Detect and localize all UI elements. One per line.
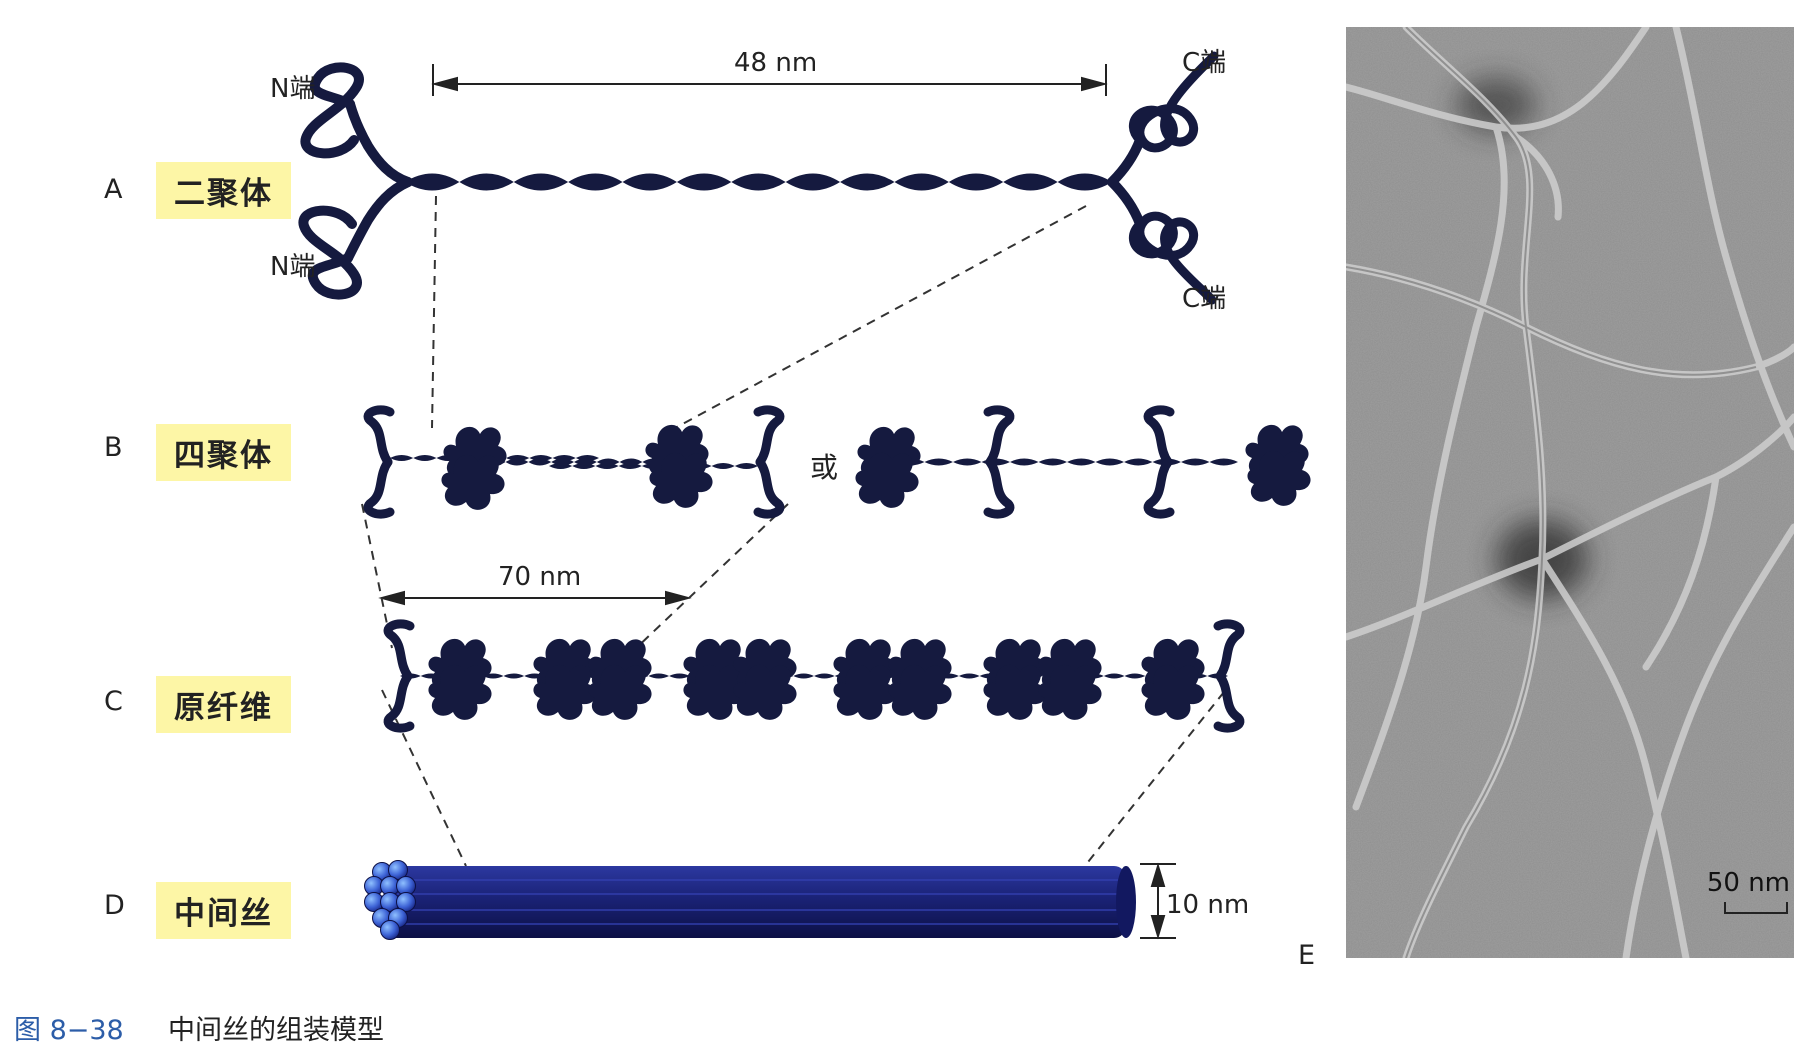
protofilament-cluster-bottom-5 (733, 664, 797, 720)
tetramer-2-tail-cluster-left-2 (855, 452, 919, 508)
tetramer-2-rod-core (896, 458, 1238, 466)
protofilament-length-label: 70 nm (498, 562, 582, 592)
tetramer-model-1 (363, 405, 785, 519)
protofilament-cluster-bottom-9 (1038, 664, 1102, 720)
c-terminal-tail-top (1129, 51, 1219, 153)
tetramer-1-tail-cluster-4 (649, 452, 713, 508)
protofilament-rod (400, 673, 1228, 679)
protofilament-cluster-bottom-3 (588, 664, 652, 720)
dimer-model (298, 51, 1219, 305)
tetramer-2-head-left-upper (983, 405, 1015, 467)
protofilament-model (383, 619, 1245, 733)
figure-title: 中间丝的组装模型 (168, 1015, 384, 1046)
tetramer-1-head-right-upper (753, 405, 785, 467)
protofilament-cluster-bottom-8 (983, 664, 1047, 720)
filament-body (384, 866, 1126, 938)
n-terminal-arm-bottom (343, 177, 413, 263)
tetramer-2-head-right-upper (1143, 405, 1175, 467)
protofilament-head-left-upper (383, 619, 415, 681)
protofilament-cluster-bottom-6 (833, 664, 897, 720)
dimer-length-label: 48 nm (734, 48, 818, 78)
protofilament-length-arrow (378, 590, 692, 606)
protofilament-cluster-bottom-10 (1141, 664, 1205, 720)
filament-diameter-label: 10 nm (1166, 890, 1250, 920)
zoom-guide-lines (361, 195, 1225, 867)
filament-tag: 中间丝 (156, 882, 291, 939)
filament-cross-section-8 (396, 892, 416, 912)
row-letter-b: B (104, 432, 123, 463)
tetramer-2-tail-cluster-right-2 (1247, 450, 1311, 506)
protofilament-head-right-upper (1213, 619, 1245, 681)
n-terminal-head-bottom (298, 205, 362, 300)
dimer-tag: 二聚体 (156, 162, 291, 219)
n-terminus-top-label: N端 (270, 74, 316, 104)
tetramer-1-head-left-upper (363, 405, 395, 467)
c-terminal-tail-bottom (1129, 211, 1217, 305)
dimer-coiled-coil-rod (405, 173, 1112, 191)
c-terminus-top-label: C端 (1182, 48, 1227, 78)
protofilament-cluster-bottom-1 (428, 664, 492, 720)
scale-bar-label: 50 nm (1706, 868, 1790, 898)
filament-cross-section-2 (388, 860, 408, 880)
intermediate-filament-model (364, 860, 1136, 940)
c-terminal-arm-top (1107, 135, 1145, 187)
row-letter-c: C (104, 686, 123, 717)
c-terminus-bottom-label: C端 (1182, 284, 1227, 314)
tetramer-1-tail-cluster-2 (441, 454, 505, 510)
c-terminal-arm-bottom (1107, 177, 1145, 229)
n-terminal-arm-top (345, 99, 413, 187)
electron-micrograph: 50 nm (1346, 27, 1794, 958)
protofilament-head-right-lower (1213, 671, 1245, 733)
scale-bar (1724, 902, 1788, 914)
protofilament-cluster-bottom-7 (888, 664, 952, 720)
dimer-length-arrow (431, 64, 1108, 96)
tetramer-1-head-right-lower (753, 457, 785, 519)
protofilament-cluster-bottom-2 (533, 664, 597, 720)
tetramer-1-head-left-lower (363, 457, 395, 519)
row-letter-d: D (104, 890, 125, 921)
row-letter-a: A (104, 174, 123, 205)
filament-diameter-arrow (1140, 862, 1176, 940)
protofilament-head-left-lower (383, 671, 415, 733)
n-terminal-head-top (300, 62, 364, 159)
n-terminus-bottom-label: N端 (270, 252, 316, 282)
protofilament-cluster-bottom-4 (683, 664, 747, 720)
tetramer-2-head-right-lower (1143, 457, 1175, 519)
figure-number: 图 8−38 (14, 1015, 124, 1046)
tetramer-tag: 四聚体 (156, 424, 291, 481)
tetramer-2-head-left-lower (983, 457, 1015, 519)
filament-end-right (1116, 866, 1136, 938)
tetramer-model-2 (855, 405, 1311, 519)
tetramer-1-rod-core (460, 458, 688, 466)
or-label: 或 (810, 451, 839, 484)
panel-letter-e: E (1298, 940, 1316, 971)
protofilament-tag: 原纤维 (156, 676, 291, 733)
filament-cross-section-11 (380, 920, 400, 940)
